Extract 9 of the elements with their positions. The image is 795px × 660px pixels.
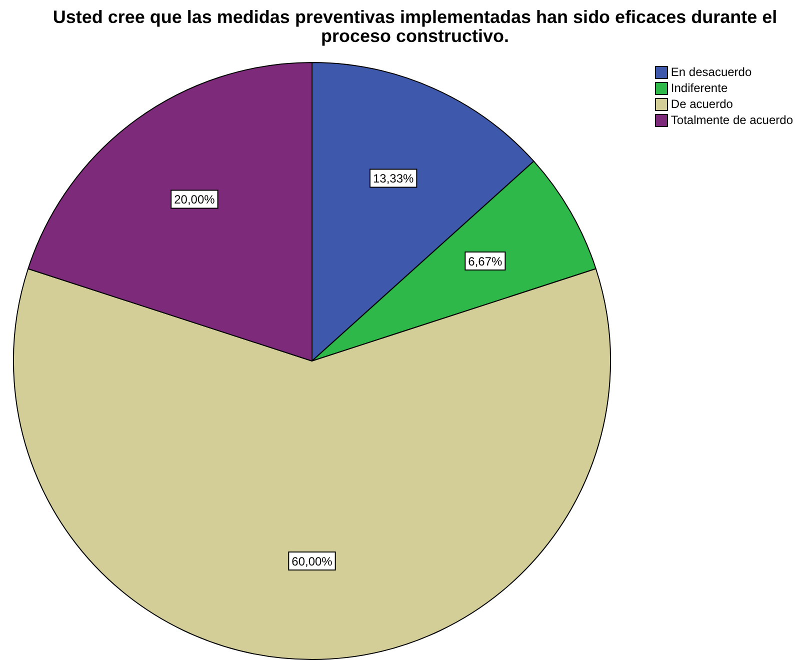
data-label: 13,33%	[372, 172, 414, 186]
data-label: 6,67%	[468, 254, 503, 268]
legend-label: De acuerdo	[670, 97, 733, 111]
chart-title: Usted cree que las medidas preventivas implementadas han sido eficaces durante el proceso constructivo.	[52, 7, 778, 46]
legend-label: En desacuerdo	[670, 65, 752, 79]
data-label: 20,00%	[174, 192, 216, 207]
legend-label: Totalmente de acuerdo	[670, 113, 793, 127]
data-label: 60,00%	[292, 554, 333, 568]
legend-label: Indiferente	[670, 81, 728, 95]
